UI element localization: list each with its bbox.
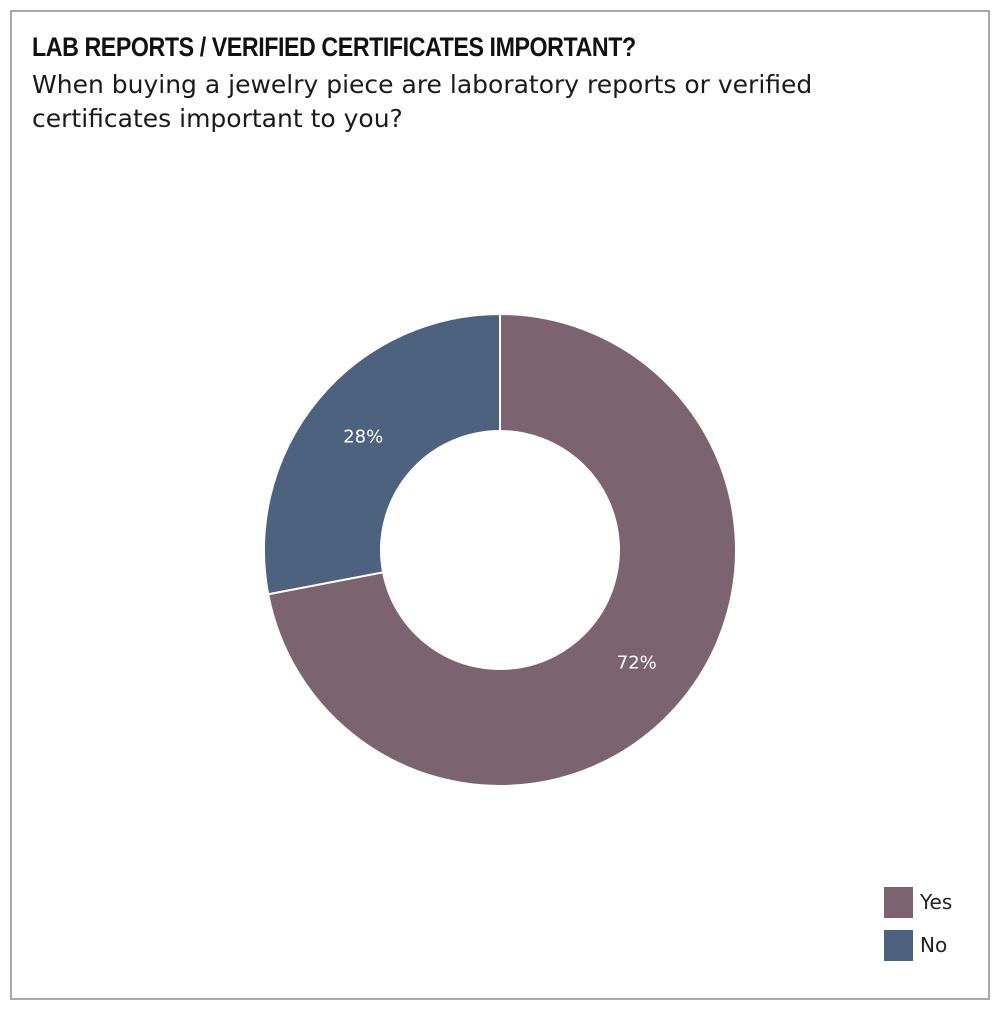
chart-title: LAB REPORTS / VERIFIED CERTIFICATES IMPO…: [32, 32, 636, 62]
data-label-yes: 72%: [617, 653, 657, 674]
legend: Yes No: [884, 886, 952, 972]
chart-subtitle: When buying a jewelry piece are laborato…: [32, 70, 813, 133]
legend-item-yes: Yes: [884, 886, 952, 918]
donut-chart: 72% 28%: [263, 312, 737, 787]
data-label-no: 28%: [343, 426, 383, 447]
slice-yes: [267, 312, 737, 787]
legend-label-no: No: [920, 933, 948, 957]
slice-no: [263, 312, 501, 596]
chart-frame: LAB REPORTS / VERIFIED CERTIFICATES IMPO…: [10, 10, 990, 1000]
legend-swatch-yes: [884, 886, 913, 918]
legend-swatch-no: [884, 929, 913, 961]
legend-label-yes: Yes: [920, 890, 953, 914]
legend-item-no: No: [884, 929, 952, 961]
